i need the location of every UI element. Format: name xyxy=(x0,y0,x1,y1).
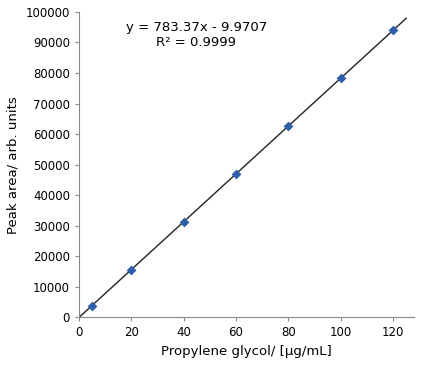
Point xyxy=(337,75,344,81)
Point xyxy=(390,27,397,33)
Point xyxy=(128,267,135,273)
Point xyxy=(180,219,187,225)
X-axis label: Propylene glycol/ [μg/mL]: Propylene glycol/ [μg/mL] xyxy=(161,345,332,358)
Text: y = 783.37x - 9.9707
R² = 0.9999: y = 783.37x - 9.9707 R² = 0.9999 xyxy=(125,21,267,49)
Point xyxy=(285,123,292,129)
Y-axis label: Peak area/ arb. units: Peak area/ arb. units xyxy=(7,96,20,234)
Point xyxy=(233,172,240,177)
Point xyxy=(89,303,96,309)
